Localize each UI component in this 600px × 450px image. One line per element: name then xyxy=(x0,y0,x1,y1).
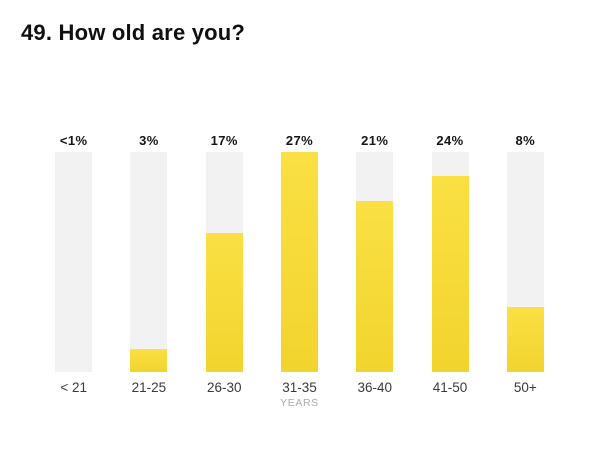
bar-category-label: 36-40 xyxy=(357,380,393,395)
bar-track xyxy=(55,152,93,372)
age-bar-chart: <1% < 21 3% 21-25 17% 26-30 27% 3 xyxy=(36,133,563,409)
bar-fill xyxy=(205,233,243,372)
bar-fill xyxy=(130,349,168,372)
bar-category-label: 26-30 xyxy=(206,380,242,395)
bar-track xyxy=(431,152,469,372)
bar-category-label: < 21 xyxy=(60,380,87,395)
bar-track xyxy=(130,152,168,372)
bar-track xyxy=(205,152,243,372)
bar-value-label: 27% xyxy=(285,133,314,148)
bar-value-label: 21% xyxy=(361,133,389,148)
bar-value-label: 24% xyxy=(436,133,464,148)
bar-column: <1% < 21 xyxy=(36,133,111,409)
bar-column: 24% 41-50 xyxy=(412,133,487,409)
bar-column: 17% 26-30 xyxy=(187,133,262,409)
bar-fill xyxy=(356,201,394,372)
bar-value-label: 8% xyxy=(515,133,536,148)
bar-track xyxy=(506,152,544,372)
bar-category-label: 50+ xyxy=(513,380,537,395)
bar-track xyxy=(356,152,394,372)
bar-value-label: 3% xyxy=(139,133,159,148)
bar-category-label: 41-50 xyxy=(432,380,468,395)
page-title: 49. How old are you? xyxy=(21,20,246,45)
bar-fill xyxy=(431,176,469,372)
bar-fill xyxy=(280,152,318,372)
bar-fill xyxy=(506,307,544,372)
bar-column: 27% 31-35 YEARS xyxy=(262,133,337,409)
bar-column: 8% 50+ xyxy=(488,133,563,409)
bar-category-label: 21-25 xyxy=(131,380,167,395)
bar-category-label: 31-35 xyxy=(282,380,317,395)
bar-column: 21% 36-40 xyxy=(337,133,412,409)
x-axis-unit-label: YEARS xyxy=(280,397,319,409)
bar-column: 3% 21-25 xyxy=(111,133,186,409)
bar-value-label: 17% xyxy=(210,133,238,148)
bar-value-label: <1% xyxy=(59,133,88,148)
bar-track xyxy=(280,152,318,372)
